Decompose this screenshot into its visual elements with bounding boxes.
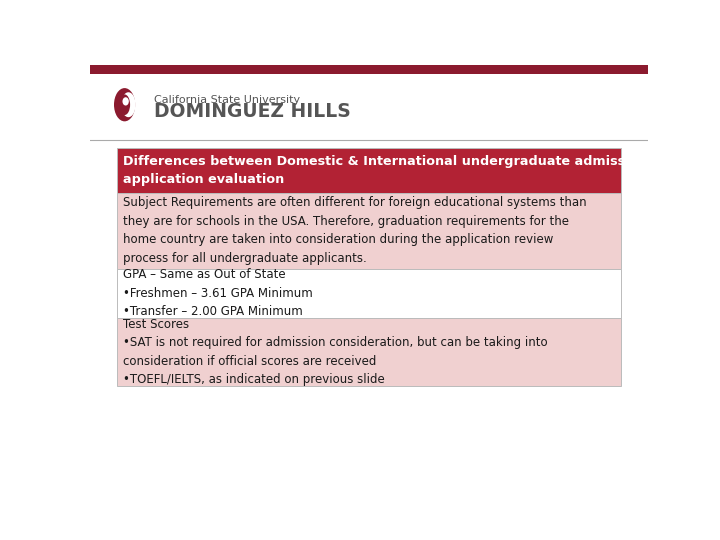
Text: GPA – Same as Out of State
•Freshmen – 3.61 GPA Minimum
•Transfer – 2.00 GPA Min: GPA – Same as Out of State •Freshmen – 3… — [124, 268, 313, 318]
Text: Subject Requirements are often different for foreign educational systems than
th: Subject Requirements are often different… — [124, 197, 587, 265]
Bar — [117, 268, 621, 318]
Text: Test Scores
•SAT is not required for admission consideration, but can be taking : Test Scores •SAT is not required for adm… — [124, 318, 548, 386]
Bar — [117, 193, 621, 268]
Ellipse shape — [114, 88, 135, 122]
Bar — [90, 65, 648, 74]
Text: DOMINGUEZ HILLS: DOMINGUEZ HILLS — [154, 102, 351, 121]
Text: California State University: California State University — [154, 95, 300, 105]
Ellipse shape — [119, 94, 130, 115]
Text: Differences between Domestic & International undergraduate admission
application: Differences between Domestic & Internati… — [124, 154, 648, 186]
Bar — [117, 148, 621, 193]
Ellipse shape — [121, 92, 135, 117]
Bar — [117, 318, 621, 386]
Ellipse shape — [122, 97, 129, 105]
